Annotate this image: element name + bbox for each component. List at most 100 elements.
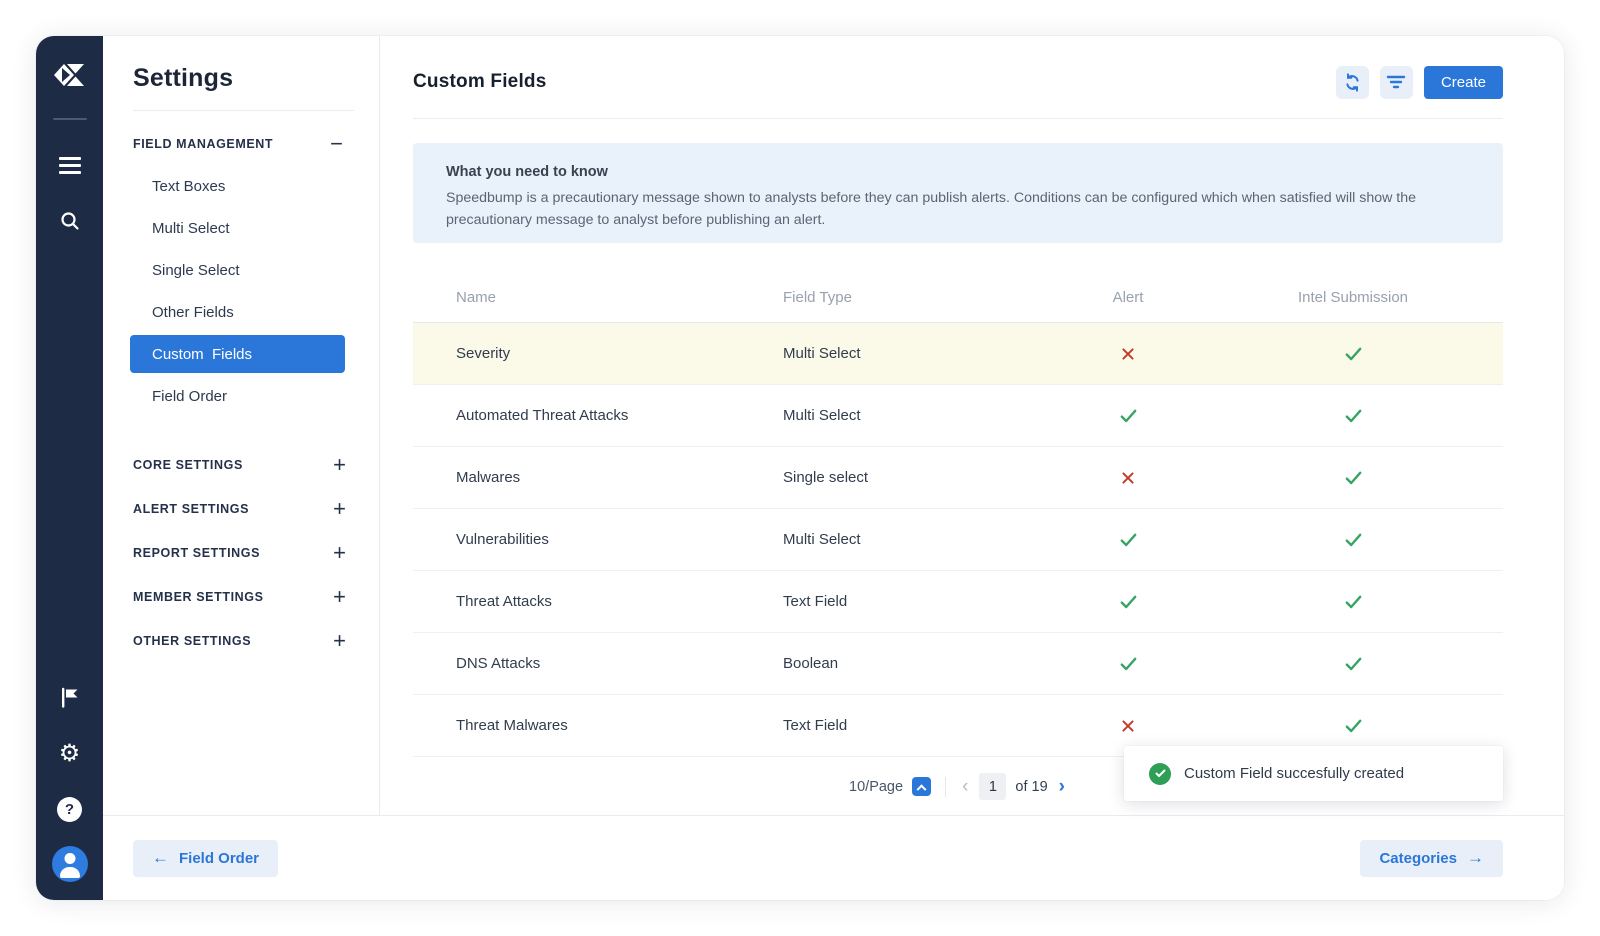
cell-field-type: Multi Select xyxy=(783,345,861,362)
nav-group-other-settings[interactable]: OTHER SETTINGS + xyxy=(133,619,379,663)
check-icon xyxy=(1120,595,1136,609)
nav-title: Settings xyxy=(133,64,234,92)
sidebar-item-custom-fields[interactable]: Custom Fields xyxy=(130,335,345,373)
help-icon[interactable]: ? xyxy=(53,792,87,826)
app-logo-icon[interactable] xyxy=(53,58,87,92)
expand-plus-icon[interactable]: + xyxy=(333,496,346,521)
table-row[interactable]: Threat Attacks Text Field xyxy=(413,571,1503,633)
check-icon xyxy=(1120,657,1136,671)
nav-group-alert-settings[interactable]: ALERT SETTINGS + xyxy=(133,487,379,531)
cell-intel-submission-enabled xyxy=(1203,531,1503,548)
nav-group-report-settings[interactable]: REPORT SETTINGS + xyxy=(133,531,379,575)
page-count-label: of 19 xyxy=(1015,778,1048,795)
table-row[interactable]: Vulnerabilities Multi Select xyxy=(413,509,1503,571)
cross-icon xyxy=(1122,720,1134,732)
hamburger-menu-icon[interactable] xyxy=(53,148,87,182)
nav-group-member-settings[interactable]: MEMBER SETTINGS + xyxy=(133,575,379,619)
cell-intel-submission-enabled xyxy=(1203,469,1503,486)
categories-button[interactable]: Categories → xyxy=(1360,839,1503,877)
next-page-button[interactable]: › xyxy=(1058,775,1065,797)
nav-sections: CORE SETTINGS + ALERT SETTINGS + REPORT SETT… xyxy=(133,443,379,663)
collapse-minus-icon[interactable]: − xyxy=(330,131,343,156)
banner-body: Speedbump is a precautionary message sho… xyxy=(446,190,1417,228)
nav-group-label: FIELD MANAGEMENT xyxy=(133,137,274,151)
search-icon[interactable] xyxy=(53,204,87,238)
nav-group-label: REPORT SETTINGS xyxy=(133,546,261,560)
check-icon xyxy=(1345,409,1361,423)
filter-icon xyxy=(1387,75,1406,89)
cell-name: Malwares xyxy=(456,469,521,486)
cell-intel-submission-enabled xyxy=(1203,717,1503,734)
expand-plus-icon[interactable]: + xyxy=(333,452,346,477)
banner-title: What you need to know xyxy=(446,164,608,180)
cross-icon xyxy=(1122,472,1134,484)
sidebar-item-text-boxes[interactable]: Text Boxes xyxy=(152,177,226,195)
filter-button[interactable] xyxy=(1379,65,1413,99)
table-row[interactable]: Malwares Single select xyxy=(413,447,1503,509)
current-page-box[interactable]: 1 xyxy=(979,773,1007,800)
rail-divider xyxy=(52,118,87,120)
cell-intel-submission-enabled xyxy=(1203,345,1503,362)
cell-field-type: Boolean xyxy=(783,655,839,672)
table-body: Severity Multi Select Automated Threat Att… xyxy=(413,323,1503,757)
main-content: Custom Fields xyxy=(380,36,1564,815)
table-row[interactable]: Severity Multi Select xyxy=(413,323,1503,385)
cell-field-type: Multi Select xyxy=(783,531,861,548)
cell-alert-enabled xyxy=(1053,531,1203,548)
table-row[interactable]: Threat Malwares Text Field xyxy=(413,695,1503,757)
col-header-field-type: Field Type xyxy=(783,288,852,306)
toast-message: Custom Field succesfully created xyxy=(1184,765,1405,782)
footer-bar: ← Field Order Categories → xyxy=(103,815,1564,900)
cell-alert-enabled xyxy=(1053,655,1203,672)
sidebar-item-single-select[interactable]: Single Select xyxy=(152,261,240,279)
per-page-label: 10/Page xyxy=(849,778,904,795)
expand-plus-icon[interactable]: + xyxy=(333,584,346,609)
cell-alert-disabled xyxy=(1053,469,1203,486)
table-row[interactable]: Automated Threat Attacks Multi Select xyxy=(413,385,1503,447)
cell-name: Automated Threat Attacks xyxy=(456,407,629,424)
cell-name: Threat Attacks xyxy=(456,593,552,610)
per-page-dropdown[interactable] xyxy=(912,777,932,796)
nav-group-core-settings[interactable]: CORE SETTINGS + xyxy=(133,443,379,487)
check-icon xyxy=(1345,533,1361,547)
arrow-left-icon: ← xyxy=(152,848,169,867)
icon-rail: ⚙ ? xyxy=(36,36,103,900)
cell-alert-enabled xyxy=(1053,407,1203,424)
cell-field-type: Single select xyxy=(783,469,869,486)
header-divider xyxy=(413,118,1503,119)
app-window: ⚙ ? Settings FIELD MANAGEMENT − Text Box… xyxy=(36,36,1564,900)
check-icon xyxy=(1345,471,1361,485)
nav-title-divider xyxy=(133,110,354,111)
col-header-alert: Alert xyxy=(1112,288,1144,306)
expand-plus-icon[interactable]: + xyxy=(333,540,346,565)
cell-intel-submission-enabled xyxy=(1203,593,1503,610)
create-button[interactable]: Create xyxy=(1423,65,1503,99)
nav-group-label: MEMBER SETTINGS xyxy=(133,590,264,604)
cell-alert-enabled xyxy=(1053,593,1203,610)
sidebar-item-other-fields[interactable]: Other Fields xyxy=(152,303,234,321)
gear-icon[interactable]: ⚙ xyxy=(58,739,81,767)
sidebar-item-field-order[interactable]: Field Order xyxy=(152,387,228,405)
expand-plus-icon[interactable]: + xyxy=(333,628,346,653)
pagination-separator xyxy=(945,776,947,797)
cell-field-type: Text Field xyxy=(783,593,848,610)
cell-alert-disabled xyxy=(1053,345,1203,362)
field-order-button[interactable]: ← Field Order xyxy=(133,839,279,877)
pagination: 10/Page ‹ 1 of 19 › xyxy=(413,773,1503,800)
page-title: Custom Fields xyxy=(413,71,547,92)
flag-icon[interactable] xyxy=(53,680,87,714)
sidebar-item-multi-select[interactable]: Multi Select xyxy=(152,219,230,237)
table-row[interactable]: DNS Attacks Boolean xyxy=(413,633,1503,695)
check-icon xyxy=(1120,533,1136,547)
cell-name: DNS Attacks xyxy=(456,655,541,672)
cell-name: Severity xyxy=(456,345,511,362)
check-icon xyxy=(1345,657,1361,671)
nav-group-field-management[interactable]: FIELD MANAGEMENT − xyxy=(133,133,379,155)
settings-nav-panel: Settings FIELD MANAGEMENT − Text Boxes Mu… xyxy=(103,36,380,815)
prev-page-button[interactable]: ‹ xyxy=(962,775,969,797)
user-avatar[interactable] xyxy=(51,846,88,882)
cell-intel-submission-enabled xyxy=(1203,655,1503,672)
custom-fields-table: Name Field Type Alert Intel Submission S… xyxy=(413,272,1503,757)
arrow-right-icon: → xyxy=(1467,848,1484,867)
refresh-button[interactable] xyxy=(1335,65,1369,99)
